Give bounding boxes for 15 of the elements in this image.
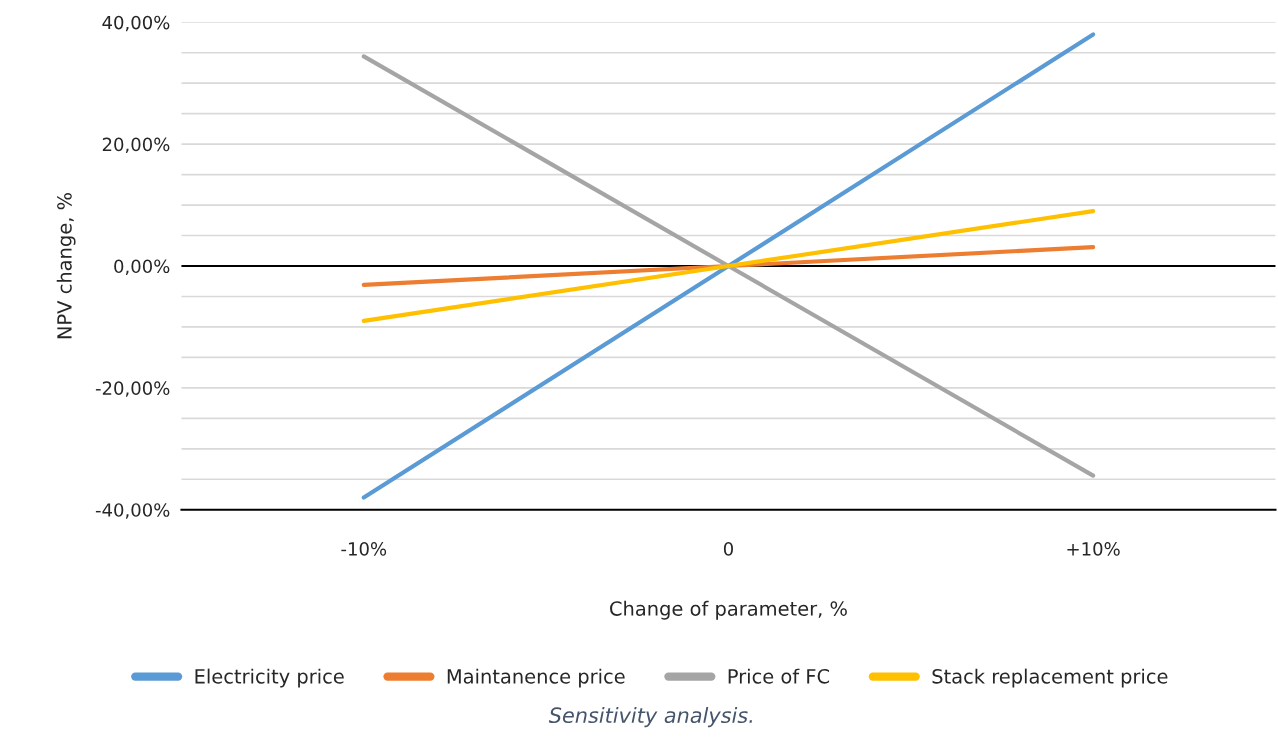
y-tick-label: -40,00% bbox=[95, 503, 170, 519]
legend-label: Stack replacement price bbox=[932, 668, 1168, 688]
y-tick-label: 20,00% bbox=[102, 137, 170, 154]
legend-label: Electricity price bbox=[195, 668, 344, 688]
x-tick-label: +10% bbox=[1067, 542, 1120, 556]
text: Sensitivity analysis. bbox=[548, 707, 753, 728]
x-tick-label: -10% bbox=[341, 542, 387, 556]
legend-label: Price of FC bbox=[728, 668, 830, 684]
x-tick-label: 0 bbox=[723, 542, 733, 556]
y-tick-label: 0,00% bbox=[114, 259, 170, 275]
y-axis-title: NPV change, % bbox=[56, 193, 76, 339]
y-tick-label: -20,00% bbox=[95, 381, 170, 397]
legend-label: Maintanence price bbox=[447, 668, 625, 688]
x-axis-title: Change of parameter, % bbox=[610, 600, 847, 620]
y-tick-label: 40,00% bbox=[102, 15, 170, 32]
